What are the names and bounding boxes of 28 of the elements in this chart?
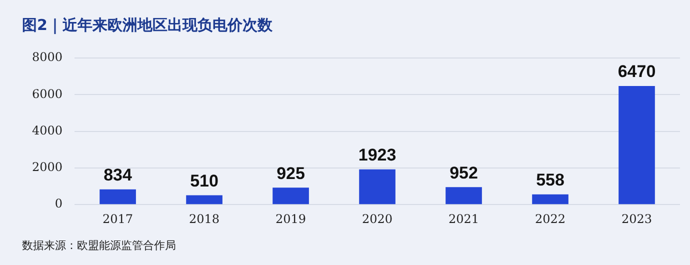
data-label: 1923 (358, 146, 396, 165)
data-label: 558 (536, 170, 564, 190)
data-label: 952 (450, 163, 478, 182)
x-tick-label: 2017 (102, 212, 134, 226)
y-tick-label: 8000 (32, 50, 63, 64)
y-tick-label: 0 (54, 196, 63, 211)
source-note: 数据来源：欧盟能源监管合作局 (22, 238, 176, 253)
bar (359, 169, 396, 204)
y-tick-label: 2000 (32, 160, 63, 174)
bar (272, 188, 309, 204)
x-tick-label: 2022 (534, 212, 566, 226)
data-label: 510 (190, 171, 218, 190)
x-tick-label: 2018 (189, 212, 220, 226)
bar (186, 195, 222, 204)
bar (532, 194, 568, 204)
x-tick-label: 2023 (621, 212, 652, 226)
data-label: 834 (104, 166, 133, 185)
chart-title: 图2｜近年来欧洲地区出现负电价次数 (22, 16, 272, 35)
bar (100, 189, 136, 204)
bar (618, 86, 655, 204)
y-tick-label: 4000 (32, 123, 63, 138)
data-label: 925 (276, 164, 305, 183)
x-tick-label: 2020 (362, 212, 393, 226)
bar (446, 187, 482, 204)
data-label: 6470 (618, 62, 656, 82)
x-tick-label: 2019 (276, 212, 306, 226)
y-tick-label: 6000 (32, 86, 63, 101)
x-tick-label: 2021 (448, 212, 480, 226)
